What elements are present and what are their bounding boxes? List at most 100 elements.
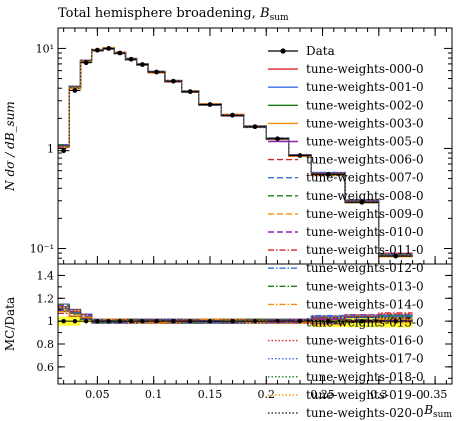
ratio-data-point: [252, 318, 258, 324]
legend-entry-tune-weights-018-0: tune-weights-018-0: [268, 370, 424, 384]
main-plot: 10⁻¹ 1 10¹: [30, 27, 453, 265]
legend-entry-tune-weights-001-0: tune-weights-001-0: [268, 80, 424, 94]
ratio-data-point: [117, 318, 123, 324]
data-point: [275, 136, 280, 142]
data-point: [140, 62, 145, 67]
legend-label: tune-weights-011-0: [306, 243, 424, 257]
data-point: [128, 56, 134, 62]
legend-label: tune-weights-002-0: [306, 98, 424, 112]
chart-title: Total hemisphere broadening, Bsum: [58, 6, 289, 23]
data-point: [297, 153, 303, 158]
legend-label: tune-weights-006-0: [306, 153, 424, 167]
ratio-data-point: [188, 318, 193, 324]
y-tick-label: 10¹: [36, 42, 54, 55]
legend-label: tune-weights-003-0: [306, 116, 424, 130]
x-tick-label: 0.15: [198, 388, 223, 401]
ratio-y-tick-label: 1: [47, 315, 54, 328]
legend-label: tune-weights-005-0: [306, 135, 424, 149]
ratio-data-point: [106, 318, 111, 324]
series-line-tune-weights-006-0: [58, 47, 413, 255]
x-tick-label: 0.1: [145, 388, 163, 401]
legend-entry-tune-weights-020-0: tune-weights-020-0: [268, 406, 424, 420]
ratio-data-point: [207, 318, 213, 324]
ratio-y-tick-label: 1.4: [37, 269, 55, 282]
x-tick-label: 0.3: [370, 388, 388, 401]
legend-label: tune-weights-007-0: [306, 171, 424, 185]
legend-label: tune-weights-000-0: [306, 62, 424, 76]
ratio-y-tick-label: 0.6: [37, 361, 55, 374]
series-line-tune-weights-018-0: [58, 48, 413, 257]
y-axis-label-main: N dσ / dB_sum: [3, 101, 17, 192]
legend-label: tune-weights-010-0: [306, 225, 424, 239]
ratio-data-point: [297, 318, 303, 324]
legend-entry-tune-weights-009-0: tune-weights-009-0: [268, 207, 424, 221]
series-line-tune-weights-008-0: [58, 47, 413, 256]
legend-label: tune-weights-019-0: [306, 388, 424, 402]
legend-entry-tune-weights-005-0: tune-weights-005-0: [268, 135, 424, 149]
legend-entry-tune-weights-007-0: tune-weights-007-0: [268, 171, 424, 185]
ratio-data-point: [359, 318, 365, 324]
legend-entry-tune-weights-003-0: tune-weights-003-0: [268, 116, 424, 130]
x-tick-label: 0.25: [310, 388, 335, 401]
legend-label: tune-weights-001-0: [306, 80, 424, 94]
data-point: [72, 88, 78, 93]
legend-entry-tune-weights-006-0: tune-weights-006-0: [268, 153, 424, 167]
ratio-data-point: [393, 318, 398, 324]
legend-entry-tune-weights-002-0: tune-weights-002-0: [268, 98, 424, 112]
legend-entry-tune-weights-017-0: tune-weights-017-0: [268, 352, 424, 366]
ratio-data-point: [83, 318, 89, 324]
legend-label: tune-weights-012-0: [306, 261, 424, 275]
ratio-line-tune-weights-012-0: [58, 308, 413, 324]
ratio-data-point: [171, 318, 176, 324]
ratio-data-point: [95, 318, 100, 324]
series-line-tune-weights-002-0: [58, 47, 413, 255]
x-tick-label: 0.2: [258, 388, 276, 401]
data-point: [207, 102, 213, 107]
legend-label: tune-weights-020-0: [306, 406, 424, 420]
data-point: [325, 172, 331, 177]
legend-entry-tune-weights-012-0: tune-weights-012-0: [268, 261, 424, 275]
ratio-data-point: [325, 318, 331, 324]
legend-label: tune-weights-008-0: [306, 189, 424, 203]
legend-entry-tune-weights-015-0: tune-weights-015-0: [268, 316, 424, 330]
legend-entry-data: Data: [268, 44, 335, 58]
legend-label: tune-weights-018-0: [306, 370, 424, 384]
ratio-data-point: [128, 318, 134, 324]
legend-entry-tune-weights-013-0: tune-weights-013-0: [268, 279, 424, 293]
ratio-data-point: [275, 318, 280, 324]
legend-entry-tune-weights-014-0: tune-weights-014-0: [268, 297, 424, 311]
data-point: [170, 78, 176, 84]
data-point: [252, 124, 258, 130]
legend-label: Data: [306, 44, 335, 58]
legend-label: tune-weights-009-0: [306, 207, 424, 221]
legend: Data tune-weights-000-0 tune-weights-001-0…: [268, 44, 424, 420]
ratio-data-point: [140, 318, 145, 324]
ratio-plot: 0.6 0.8 1 1.2 1.4 0.05 0.1 0.15 0.2 0.25 0.3 0.35: [37, 263, 453, 401]
data-point: [154, 69, 159, 75]
data-point: [187, 89, 193, 95]
legend-marker: [280, 48, 286, 54]
series-line-tune-weights-017-0: [58, 47, 413, 255]
legend-entry-tune-weights-016-0: tune-weights-016-0: [268, 334, 424, 348]
data-point: [117, 50, 123, 56]
data-point: [230, 112, 235, 118]
data-point: [359, 199, 365, 205]
ratio-data-point: [154, 318, 159, 324]
data-point: [393, 253, 399, 259]
legend-entry-tune-weights-011-0: tune-weights-011-0: [268, 243, 424, 257]
legend-entry-tune-weights-010-0: tune-weights-010-0: [268, 225, 424, 239]
y-axis-label-ratio: MC/Data: [3, 297, 17, 351]
legend-entry-tune-weights-019-0: tune-weights-019-0: [268, 388, 424, 402]
ratio-data-point: [72, 318, 78, 324]
data-point: [61, 148, 67, 154]
legend-label: tune-weights-013-0: [306, 279, 424, 293]
data-point: [95, 47, 100, 53]
legend-entry-tune-weights-000-0: tune-weights-000-0: [268, 62, 424, 76]
ratio-y-tick-label: 1.2: [37, 292, 55, 305]
legend-label: tune-weights-014-0: [306, 297, 424, 311]
data-point: [106, 46, 112, 51]
y-tick-label: 10⁻¹: [30, 243, 54, 256]
legend-label: tune-weights-016-0: [306, 334, 424, 348]
series-line-tune-weights-016-0: [58, 47, 413, 254]
